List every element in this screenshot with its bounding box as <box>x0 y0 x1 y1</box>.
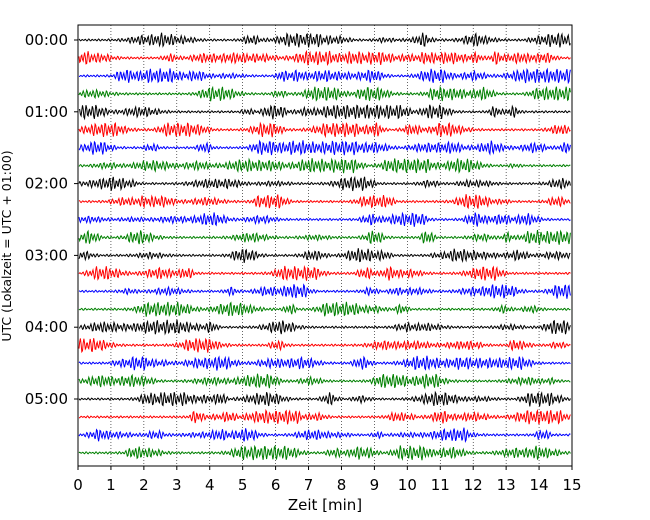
x-tick-label: 0 <box>73 476 83 494</box>
x-tick-label: 4 <box>205 476 215 494</box>
x-tick-label: 15 <box>562 476 581 494</box>
x-tick-label: 1 <box>106 476 116 494</box>
x-tick-label: 13 <box>497 476 516 494</box>
seismogram-trace <box>78 175 571 192</box>
seismogram-trace <box>78 373 571 390</box>
x-tick-label: 3 <box>172 476 182 494</box>
y-axis-label: UTC (Lokalzeit = UTC + 01:00) <box>0 150 14 341</box>
seismogram-trace <box>78 85 571 102</box>
plot-frame <box>77 24 573 467</box>
seismogram-trace <box>78 264 571 282</box>
seismogram-trace <box>78 139 571 156</box>
x-tick-label: 7 <box>304 476 314 494</box>
seismogram-trace <box>78 355 571 371</box>
seismogram-trace <box>78 49 571 67</box>
y-axis-ticks: 00:00 01:00 02:00 03:00 04:00 05:00 <box>25 31 78 408</box>
seismogram-trace <box>78 32 571 48</box>
seismogram-trace <box>78 157 571 174</box>
y-tick-label: 03:00 <box>25 246 68 264</box>
seismogram-trace <box>78 337 571 354</box>
x-tick-label: 9 <box>370 476 380 494</box>
seismogram-trace <box>78 67 571 85</box>
x-axis-ticks: 0 1 2 3 4 5 6 7 8 9 10 11 12 13 14 15 <box>73 466 582 494</box>
y-tick-label: 01:00 <box>25 103 68 121</box>
x-tick-label: 8 <box>337 476 347 494</box>
seismogram-trace <box>78 427 571 443</box>
seismogram-trace <box>78 248 571 263</box>
x-tick-label: 5 <box>238 476 248 494</box>
x-tick-label: 14 <box>530 476 549 494</box>
seismogram-trace <box>78 319 571 336</box>
seismogram-trace <box>78 390 571 407</box>
seismogram-trace <box>78 408 571 425</box>
x-axis-label: Zeit [min] <box>288 496 362 514</box>
seismogram-trace <box>78 283 571 299</box>
x-tick-label: 2 <box>139 476 149 494</box>
x-tick-label: 12 <box>464 476 483 494</box>
y-tick-label: 00:00 <box>25 31 68 49</box>
x-tick-label: 10 <box>398 476 417 494</box>
traces <box>78 32 571 461</box>
y-tick-label: 02:00 <box>25 175 68 193</box>
seismogram-trace <box>78 444 571 461</box>
seismogram-trace <box>78 301 571 317</box>
seismogram-trace <box>78 211 571 227</box>
y-tick-label: 05:00 <box>25 390 68 408</box>
x-tick-label: 11 <box>431 476 450 494</box>
seismogram-trace <box>78 229 571 245</box>
x-tick-label: 6 <box>271 476 281 494</box>
seismogram-trace <box>78 104 571 121</box>
seismogram-trace <box>78 121 571 139</box>
seismogram-trace <box>78 194 571 210</box>
y-tick-label: 04:00 <box>25 318 68 336</box>
